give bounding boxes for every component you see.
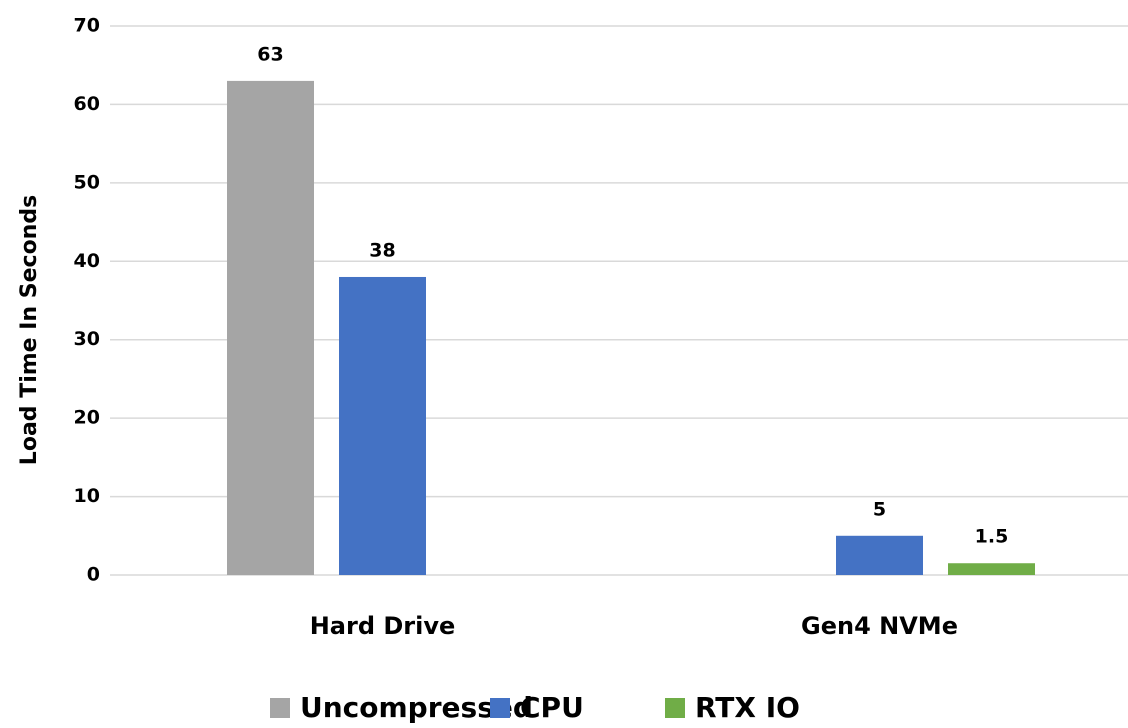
bar (836, 535, 923, 575)
value-label: 5 (873, 498, 886, 520)
y-axis-label: Load Time In Seconds (17, 195, 42, 465)
bar (948, 563, 1035, 575)
value-label: 1.5 (975, 526, 1009, 548)
y-tick-label: 70 (74, 15, 100, 37)
x-tick-label: Gen4 NVMe (801, 612, 958, 640)
legend-swatch (270, 698, 290, 718)
y-tick-label: 30 (74, 328, 100, 350)
x-tick-label: Hard Drive (310, 612, 456, 640)
legend-swatch (490, 698, 510, 718)
value-label: 63 (257, 43, 283, 65)
y-tick-label: 40 (74, 250, 100, 272)
y-tick-label: 50 (74, 171, 100, 193)
legend-swatch (665, 698, 685, 718)
y-tick-label: 20 (74, 407, 100, 429)
y-tick-label: 60 (74, 93, 100, 115)
legend-label: RTX IO (695, 691, 800, 724)
value-label: 38 (369, 239, 395, 261)
y-tick-label: 10 (74, 485, 100, 507)
y-tick-label: 0 (87, 564, 100, 586)
bar (339, 276, 426, 575)
bar (227, 80, 314, 576)
legend-label: CPU (520, 691, 584, 724)
